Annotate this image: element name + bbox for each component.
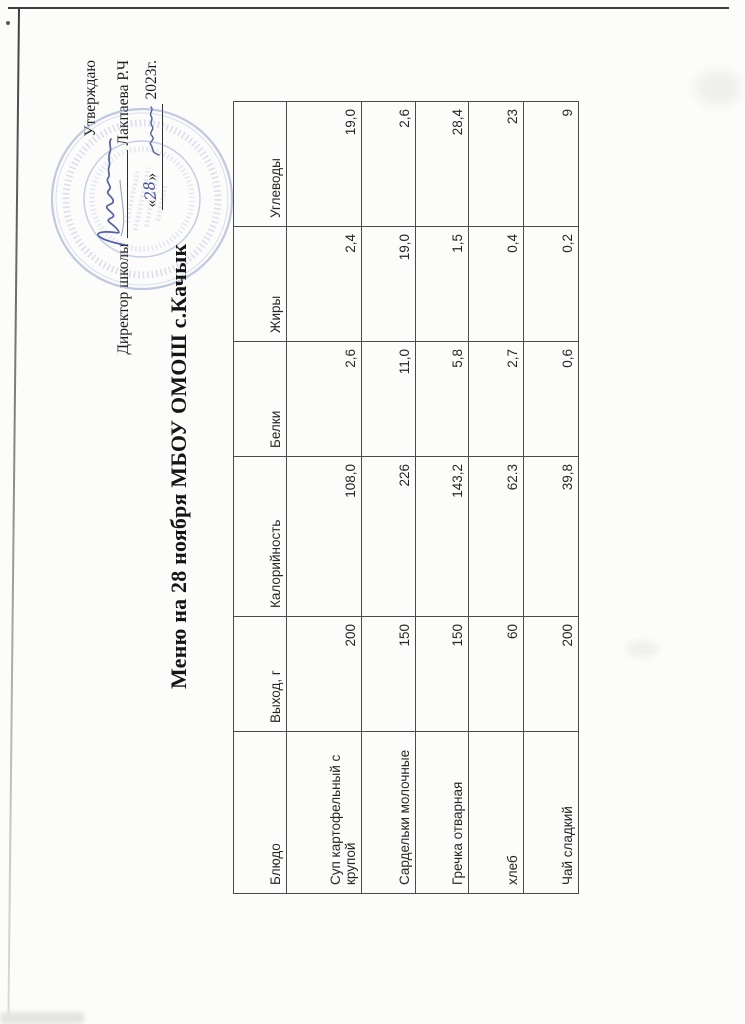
dish-cell: хлеб: [468, 731, 524, 894]
date-year: 2023г.: [143, 60, 160, 100]
col-header-calories: Калорийность: [233, 456, 287, 617]
proteins-cell: 2,6: [286, 341, 362, 457]
director-label: Директор школы: [115, 243, 132, 355]
output-cell: 150: [361, 616, 416, 732]
scan-corner-speck: [6, 21, 10, 25]
handwritten-day: 28: [139, 179, 161, 201]
output-cell: 150: [415, 616, 469, 732]
col-header-fats: Жиры: [233, 226, 287, 342]
carbs-cell: 19,0: [286, 101, 362, 227]
fats-cell: 2,4: [286, 226, 362, 342]
carbs-cell: 9: [523, 101, 579, 227]
table-row: хлеб 60 62.3 2,7 0,4 23: [468, 101, 524, 894]
proteins-cell: 0,6: [523, 341, 579, 457]
dish-cell: Суп картофельный с крупой: [286, 731, 362, 894]
approval-block: Утверждаю Директор школы Лакпаева Р.Ч «2…: [80, 60, 163, 355]
header-row: Блюдо Выход, г Калорийность Белки Жиры У…: [233, 101, 287, 894]
proteins-cell: 2,7: [468, 341, 524, 457]
fats-cell: 0,4: [468, 226, 524, 342]
col-header-proteins: Белки: [233, 341, 287, 457]
carbs-cell: 28,4: [415, 101, 469, 227]
date-line: «28» 2023г.: [139, 60, 163, 355]
proteins-cell: 5,8: [415, 341, 469, 457]
fats-cell: 1,5: [415, 226, 469, 342]
table-row: Суп картофельный с крупой 200 108,0 2,6 …: [286, 101, 362, 894]
director-line: Директор школы Лакпаева Р.Ч: [97, 60, 134, 355]
col-header-carbs: Углеводы: [233, 101, 287, 227]
date-underline: «28»: [139, 104, 163, 211]
dish-cell: Чай сладкий: [523, 731, 579, 894]
document-title: Меню на 28 ноября МБОУ ОМОШ с.Качык: [166, 243, 191, 689]
carbs-cell: 2,6: [361, 101, 416, 227]
fats-cell: 0,2: [523, 226, 579, 342]
approval-approve-label: Утверждаю: [82, 60, 99, 137]
fats-cell: 19,0: [361, 226, 416, 342]
calories-cell: 226: [361, 456, 416, 617]
director-name: Лакпаева Р.Ч: [115, 60, 132, 146]
carbs-cell: 23: [468, 101, 524, 227]
col-header-output: Выход, г: [233, 616, 287, 732]
output-cell: 200: [523, 616, 579, 732]
signature-line: [97, 138, 128, 247]
output-cell: 200: [286, 616, 362, 732]
col-header-dish: Блюдо: [233, 731, 287, 894]
table-row: Чай сладкий 200 39,8 0,6 0,2 9: [523, 101, 579, 894]
proteins-cell: 11,0: [361, 341, 416, 457]
scan-edge-top: [8, 7, 729, 9]
table-row: Сардельки молочные 150 226 11,0 19,0 2,6: [361, 101, 416, 894]
calories-cell: 39,8: [523, 456, 579, 617]
calories-cell: 143,2: [415, 456, 469, 617]
quote-open-mark: «: [143, 199, 160, 208]
dish-cell: Гречка отварная: [415, 731, 469, 894]
menu-table: Блюдо Выход, г Калорийность Белки Жиры У…: [233, 101, 579, 894]
calories-cell: 62.3: [468, 456, 524, 617]
calories-cell: 108,0: [286, 456, 362, 617]
handwritten-month-icon: [149, 106, 160, 157]
table-row: Гречка отварная 150 143,2 5,8 1,5 28,4: [415, 101, 469, 894]
dish-cell: Сардельки молочные: [361, 731, 416, 894]
output-cell: 60: [468, 616, 524, 732]
